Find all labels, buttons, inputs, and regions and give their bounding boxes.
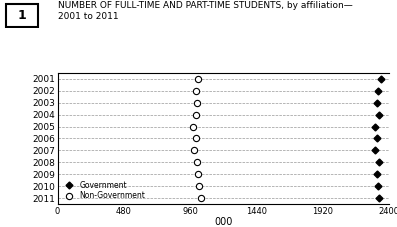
Legend: Government, Non-Government: Government, Non-Government	[62, 181, 146, 200]
Text: 1: 1	[17, 9, 26, 22]
Text: NUMBER OF FULL-TIME AND PART-TIME STUDENTS, by affiliation—
2001 to 2011: NUMBER OF FULL-TIME AND PART-TIME STUDEN…	[58, 1, 352, 21]
X-axis label: 000: 000	[214, 217, 233, 227]
